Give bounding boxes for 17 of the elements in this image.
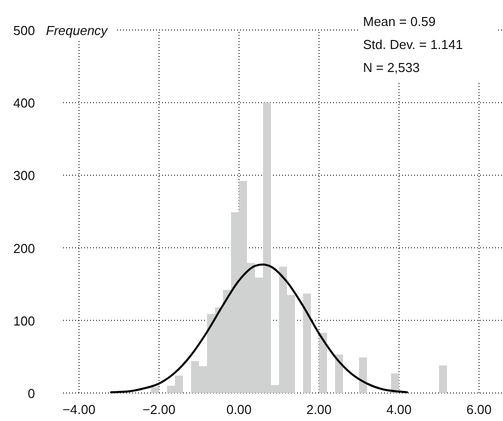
x-tick-label: 4.00 bbox=[386, 402, 412, 417]
y-tick-label: 100 bbox=[13, 313, 35, 328]
annotation: Std. Dev. = 1.141 bbox=[363, 37, 463, 52]
y-axis-title: Frequency bbox=[46, 23, 109, 38]
x-tick-label: 0.00 bbox=[226, 402, 252, 417]
x-tick-label: 6.00 bbox=[466, 402, 492, 417]
x-tick-label: 2.00 bbox=[306, 402, 332, 417]
y-tick-label: 0 bbox=[28, 386, 35, 401]
line-series bbox=[110, 264, 408, 394]
y-tick-label: 200 bbox=[13, 240, 35, 256]
text: Mean = 0.59 bbox=[363, 14, 436, 29]
y-tick-label: 500 bbox=[13, 23, 35, 38]
annotation: N = 2,533 bbox=[363, 60, 420, 75]
x-tick-label: −4.00 bbox=[62, 402, 96, 417]
y-tick-label: 300 bbox=[13, 168, 35, 184]
x-tick-label: −2.00 bbox=[142, 402, 176, 417]
y-tick-label: 400 bbox=[13, 96, 35, 111]
